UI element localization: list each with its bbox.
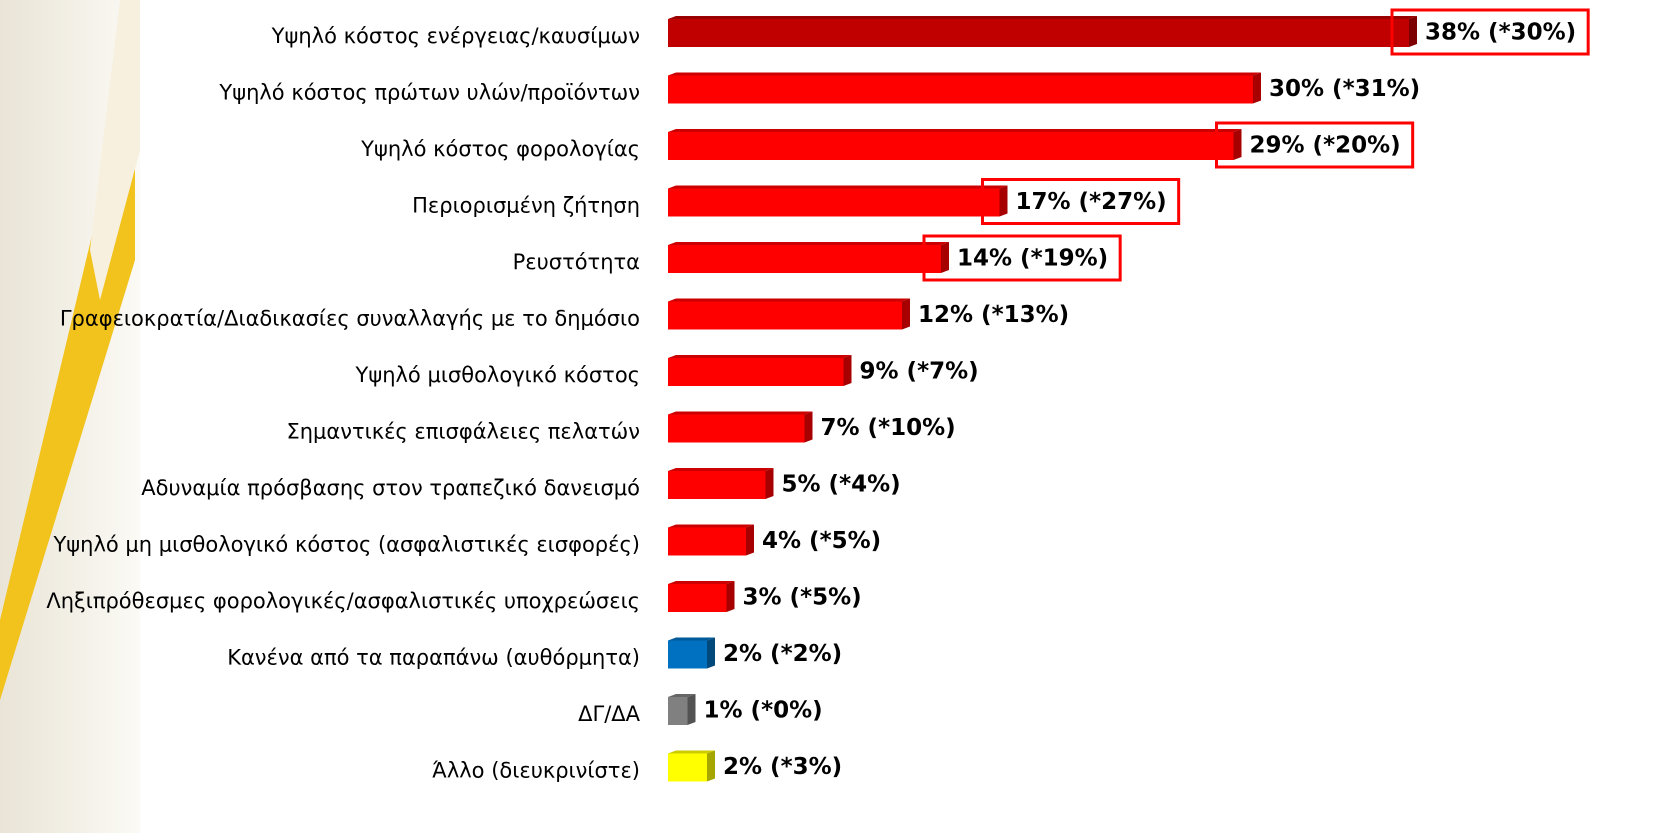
- bar-top: [668, 355, 852, 358]
- bar-side: [707, 638, 715, 669]
- value-label: 2% (*2%): [723, 641, 842, 667]
- bar-top: [668, 242, 949, 245]
- category-label: Άλλο (διευκρινίστε): [432, 759, 640, 783]
- bar-top: [668, 129, 1242, 132]
- value-label: 38% (*30%): [1425, 20, 1576, 46]
- bar-top: [668, 299, 910, 302]
- bar-top: [668, 16, 1417, 19]
- bar: [668, 697, 688, 725]
- category-label: Γραφειοκρατία/Διαδικασίες συναλλαγής με …: [60, 307, 640, 331]
- category-label: Ληξιπρόθεσμες φορολογικές/ασφαλιστικές υ…: [46, 589, 640, 613]
- category-label: Περιορισμένη ζήτηση: [412, 194, 640, 218]
- bar-top: [668, 751, 715, 754]
- bar: [668, 245, 941, 273]
- value-label: 30% (*31%): [1269, 76, 1420, 102]
- category-label: Αδυναμία πρόσβασης στον τραπεζικό δανεισ…: [141, 476, 640, 500]
- bar-top: [668, 186, 1008, 189]
- bar-side: [1000, 186, 1008, 217]
- category-label: Υψηλό μη μισθολογικό κόστος (ασφαλιστικέ…: [52, 533, 640, 557]
- bar: [668, 471, 766, 499]
- bar-side: [727, 581, 735, 612]
- category-label: Υψηλό κόστος φορολογίας: [360, 137, 640, 161]
- value-label: 2% (*3%): [723, 754, 842, 780]
- page: Υψηλό κόστος ενέργειας/καυσίμων 38% (*30%…: [0, 0, 1671, 833]
- bar-side: [1409, 16, 1417, 47]
- bar: [668, 641, 707, 669]
- category-label: Υψηλό κόστος ενέργειας/καυσίμων: [271, 24, 640, 48]
- bar-side: [1234, 129, 1242, 160]
- value-label: 1% (*0%): [704, 698, 823, 724]
- bar-top: [668, 581, 735, 584]
- value-label: 12% (*13%): [918, 302, 1069, 328]
- bar: [668, 415, 805, 443]
- bar-top: [668, 525, 754, 528]
- bar: [668, 302, 902, 330]
- category-label: Υψηλό μισθολογικό κόστος: [355, 363, 640, 387]
- category-label: Ρευστότητα: [513, 250, 640, 274]
- category-label: Κανένα από τα παραπάνω (αυθόρμητα): [227, 646, 640, 670]
- value-label: 14% (*19%): [957, 246, 1108, 272]
- bar-side: [746, 525, 754, 556]
- bar-side: [805, 412, 813, 443]
- bar-top: [668, 638, 715, 641]
- value-label: 4% (*5%): [762, 528, 881, 554]
- value-label: 29% (*20%): [1250, 133, 1401, 159]
- bar: [668, 358, 844, 386]
- bar: [668, 19, 1409, 47]
- bar-top: [668, 73, 1261, 76]
- bar-side: [766, 468, 774, 499]
- category-label: Υψηλό κόστος πρώτων υλών/προϊόντων: [218, 81, 640, 105]
- chart: Υψηλό κόστος ενέργειας/καυσίμων 38% (*30%…: [0, 0, 1671, 833]
- bar-top: [668, 412, 813, 415]
- value-label: 3% (*5%): [743, 585, 862, 611]
- bar: [668, 584, 727, 612]
- bar-side: [941, 242, 949, 273]
- category-label: ΔΓ/ΔΑ: [578, 702, 641, 726]
- bar-top: [668, 468, 774, 471]
- value-label: 7% (*10%): [821, 415, 956, 441]
- bar: [668, 189, 1000, 217]
- bar-side: [844, 355, 852, 386]
- bar-side: [1253, 73, 1261, 104]
- category-label: Σημαντικές επισφάλειες πελατών: [286, 420, 640, 444]
- bar: [668, 132, 1234, 160]
- value-label: 9% (*7%): [860, 359, 979, 385]
- bar-side: [707, 751, 715, 782]
- value-label: 5% (*4%): [782, 472, 901, 498]
- value-label: 17% (*27%): [1016, 189, 1167, 215]
- bar-side: [902, 299, 910, 330]
- bar: [668, 76, 1253, 104]
- bar: [668, 754, 707, 782]
- bar: [668, 528, 746, 556]
- bar-side: [688, 694, 696, 725]
